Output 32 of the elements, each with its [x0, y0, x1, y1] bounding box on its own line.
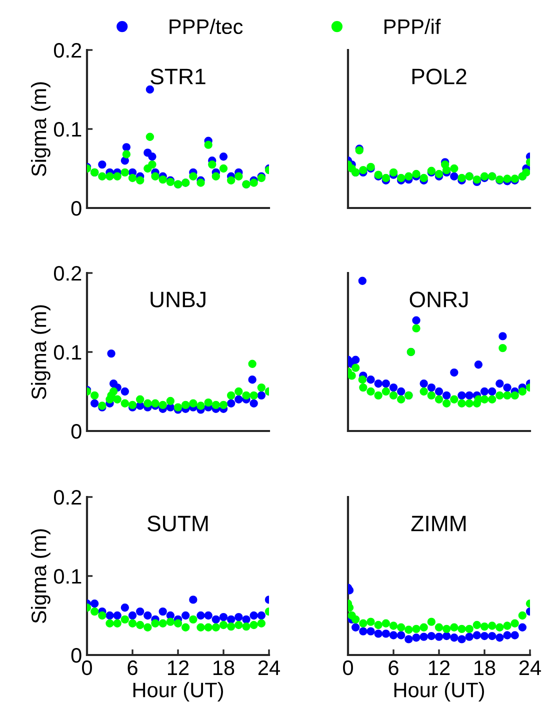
x-tick-label: 12	[429, 660, 450, 675]
x-tick-label: 0	[82, 660, 92, 676]
y-tick-label: 0.2	[54, 266, 82, 281]
x-tick-label: 6	[128, 660, 138, 676]
x-tick-label: 24	[519, 660, 541, 675]
y-tick-label: 0	[71, 648, 82, 663]
legend-label: PPP/if	[384, 18, 441, 34]
x-tick-label: 0	[343, 660, 353, 676]
x-axis-title: Hour (UT)	[394, 682, 484, 702]
text: STR1	[150, 68, 206, 84]
text: SUTM	[148, 516, 208, 532]
x-tick-label: 12	[168, 660, 189, 675]
y-tick-label: 0.2	[54, 43, 82, 58]
y-axis-title: Sigma (m)	[30, 529, 50, 624]
y-tick-label: 0	[71, 201, 82, 216]
y-tick-label: 0.1	[54, 569, 82, 584]
y-tick-label: 0.1	[54, 122, 82, 137]
y-tick-label: 0	[71, 424, 82, 439]
legend-label: PPP/tec	[170, 18, 243, 34]
text: UNBJ	[150, 292, 206, 308]
y-tick-label: 0.2	[54, 490, 82, 505]
y-axis-title: Sigma (m)	[30, 305, 50, 400]
text: POL2	[412, 68, 466, 84]
x-tick-label: 6	[388, 660, 398, 676]
x-tick-label: 18	[214, 660, 234, 676]
text: ONRJ	[410, 292, 468, 308]
y-tick-label: 0.1	[54, 345, 82, 360]
text: ZIMM	[411, 516, 466, 532]
x-tick-label: 24	[258, 660, 280, 675]
x-tick-label: 18	[474, 660, 496, 676]
x-axis-title: Hour (UT)	[133, 682, 224, 702]
y-axis-title: Sigma (m)	[30, 82, 50, 176]
